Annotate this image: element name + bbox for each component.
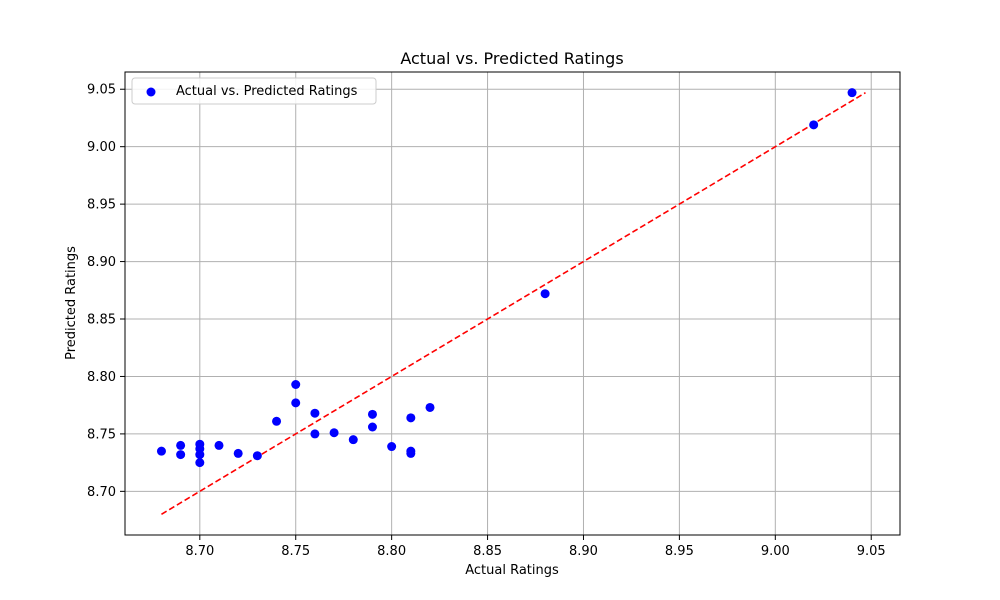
x-tick-label: 8.75 [281,544,310,559]
x-tick-label: 9.05 [857,544,886,559]
data-point [233,448,243,458]
y-tick-label: 8.85 [87,313,116,328]
data-point [310,429,320,439]
reference-line-layer [161,91,866,516]
x-tick-label: 8.80 [377,544,406,559]
legend-label: Actual vs. Predicted Ratings [176,84,358,99]
data-point [291,398,301,408]
data-point [272,416,282,426]
data-point [540,289,550,299]
y-axis-label: Predicted Ratings [64,246,79,360]
y-tick-label: 8.90 [87,255,116,270]
ideal-fit-line [161,91,866,516]
data-point [329,428,339,438]
y-tick-label: 9.05 [87,83,116,98]
data-point [367,409,377,419]
x-axis-label: Actual Ratings [465,563,559,578]
x-tick-label: 8.90 [569,544,598,559]
data-point [809,120,819,130]
y-tick-label: 8.70 [87,485,116,500]
data-point [176,450,186,460]
x-tick-label: 8.70 [185,544,214,559]
legend: Actual vs. Predicted Ratings [131,77,377,105]
data-point [425,402,435,412]
data-point [406,413,416,423]
plot-frame [124,71,901,536]
y-tick-label: 8.75 [87,427,116,442]
points-layer [156,88,857,468]
data-point [367,422,377,432]
y-ticks: 8.70 8.75 8.80 8.85 8.90 8.95 9.00 9.05 [87,83,125,500]
y-tick-label: 8.95 [87,198,116,213]
x-tick-label: 9.00 [761,544,790,559]
data-point [406,448,416,458]
legend-marker [146,87,156,97]
data-point [252,451,262,461]
data-point [291,379,301,389]
data-point [310,408,320,418]
data-point [214,440,224,450]
x-tick-label: 8.85 [473,544,502,559]
legend-box [131,77,377,105]
data-point [195,450,205,460]
y-tick-label: 8.80 [87,370,116,385]
data-point [176,440,186,450]
data-point [387,442,397,452]
data-point [156,446,166,456]
data-point [847,88,857,98]
grid-layer [125,72,900,535]
chart-title: Actual vs. Predicted Ratings [400,49,623,68]
x-tick-label: 8.95 [665,544,694,559]
data-point [348,435,358,445]
y-tick-label: 9.00 [87,140,116,155]
data-point [195,458,205,468]
x-ticks: 8.70 8.75 8.80 8.85 8.90 8.95 9.00 9.05 [185,535,886,559]
